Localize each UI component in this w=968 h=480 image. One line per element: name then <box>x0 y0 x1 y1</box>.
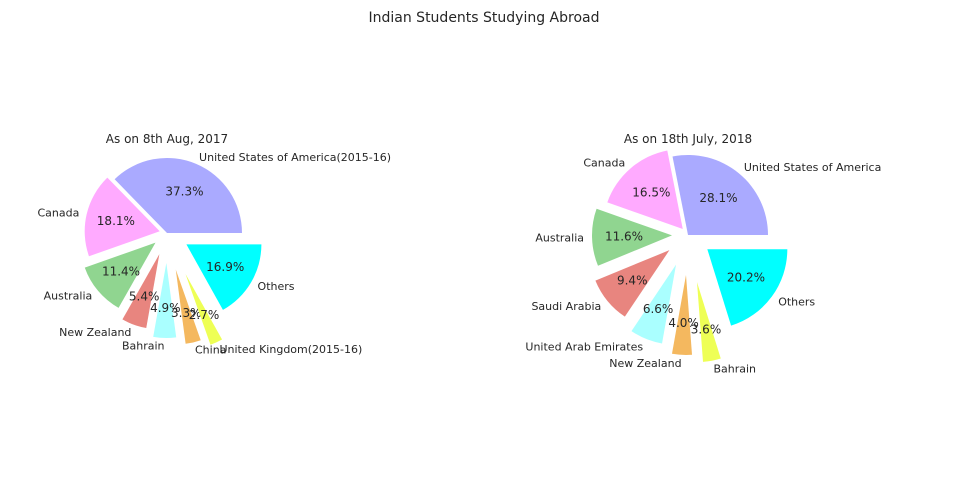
pie-percent-label: 37.3% <box>165 185 203 199</box>
pie-slice-others <box>707 249 788 326</box>
pie-slice-australia <box>84 242 156 308</box>
pie-title: As on 8th Aug, 2017 <box>106 132 228 146</box>
pie-percent-label: 28.1% <box>699 191 737 205</box>
pie-slice-canada <box>607 150 683 229</box>
pie-category-label: Others <box>258 280 295 293</box>
pie-percent-label: 3.6% <box>691 322 722 336</box>
pie-percent-label: 3.3% <box>171 306 202 320</box>
pie-percent-label: 2.7% <box>189 308 220 322</box>
pie-chart-2017: As on 8th Aug, 2017 37.3% United States of… <box>37 132 391 357</box>
pie-percent-label: 5.4% <box>129 290 160 304</box>
pie-percent-label: 11.6% <box>605 230 643 244</box>
pie-chart-2018: As on 18th July, 2018 28.1% United States … <box>525 132 881 376</box>
pie-category-label: United States of America(2015-16) <box>199 151 391 164</box>
pie-slice-bahrain <box>153 262 177 338</box>
pie-percent-label: 9.4% <box>617 274 648 288</box>
pie-slice-canada <box>84 177 160 257</box>
pie-percent-label: 4.9% <box>150 301 181 315</box>
pie-slice-others <box>186 244 262 310</box>
pie-percent-label: 16.5% <box>632 186 670 200</box>
pie-slice-united-kingdom-2015-16 <box>185 274 223 345</box>
pie-category-label: New Zealand <box>59 326 131 339</box>
pie-slice-china <box>175 269 201 344</box>
pie-category-label: Canada <box>583 156 625 169</box>
pie-title: As on 18th July, 2018 <box>624 132 752 146</box>
pie-category-label: United Arab Emirates <box>525 340 643 353</box>
pie-category-label: Australia <box>44 290 93 303</box>
pie-category-label: United States of America <box>744 161 881 174</box>
pie-category-label: Australia <box>535 232 584 245</box>
figure-title: Indian Students Studying Abroad <box>369 10 600 26</box>
pie-slice-saudi-arabia <box>595 250 670 317</box>
pie-category-label: Bahrain <box>713 363 756 376</box>
pie-percent-label: 16.9% <box>206 260 244 274</box>
pie-slice-new-zealand <box>122 254 160 329</box>
pie-percent-label: 18.1% <box>97 214 135 228</box>
pie-percent-label: 20.2% <box>727 271 765 285</box>
pie-category-label: China <box>195 344 226 357</box>
pie-category-label: Bahrain <box>122 339 165 352</box>
pie-percent-label: 6.6% <box>643 302 674 316</box>
pie-slice-australia <box>592 208 673 266</box>
pie-slice-united-arab-emirates <box>631 264 677 344</box>
pie-slice-united-states-of-america-2015-16 <box>114 158 243 233</box>
pie-category-label: United Kingdom(2015-16) <box>219 343 362 356</box>
pie-slice-new-zealand <box>671 274 693 355</box>
pie-category-label: Others <box>778 295 815 308</box>
pie-percent-label: 11.4% <box>102 265 140 279</box>
pie-category-label: Saudi Arabia <box>531 300 601 313</box>
pie-slice-united-states-of-america <box>672 154 768 235</box>
pie-slice-bahrain <box>696 282 721 362</box>
pie-percent-label: 4.0% <box>668 316 699 330</box>
pie-category-label: New Zealand <box>609 357 681 370</box>
pie-category-label: Canada <box>37 207 79 220</box>
